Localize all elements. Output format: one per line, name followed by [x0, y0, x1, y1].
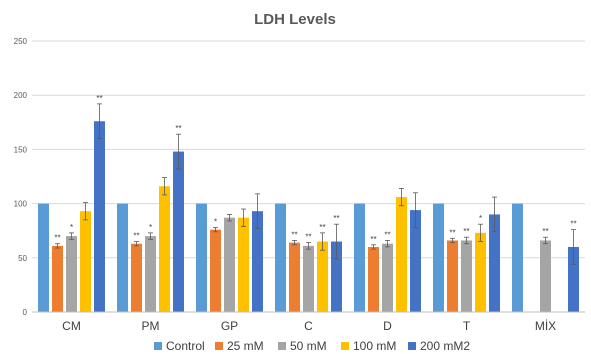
significance-marker: ** [319, 223, 325, 232]
significance-marker: ** [305, 233, 311, 242]
bar [275, 203, 286, 312]
bar [94, 121, 105, 312]
bar [317, 241, 328, 312]
bar [224, 217, 235, 312]
bar [159, 186, 170, 312]
legend-swatch [341, 342, 349, 350]
bar [80, 211, 91, 312]
bar [512, 203, 523, 312]
significance-marker: ** [542, 227, 548, 236]
bar [173, 151, 184, 312]
gridlines [32, 40, 585, 259]
bar [475, 232, 486, 312]
x-tick-label: GP [221, 319, 238, 333]
significance-marker: * [149, 223, 152, 232]
x-tick-label: T [463, 319, 471, 333]
x-tick-label: C [304, 319, 313, 333]
bar [354, 203, 365, 312]
bar [447, 240, 458, 312]
bar [238, 217, 249, 312]
legend-swatch [278, 342, 286, 350]
bar [210, 229, 221, 312]
legend-label: 50 mM [290, 339, 327, 353]
x-tick-label: CM [62, 319, 81, 333]
axes: 0 50 100 150 200 250 CM PM GP C D T MİX [14, 37, 585, 333]
bar [196, 203, 207, 312]
y-tick-label: 250 [14, 37, 28, 46]
significance-marker: * [479, 214, 482, 223]
legend-label: 100 mM [353, 339, 396, 353]
chart-title: LDH Levels [254, 11, 336, 28]
bar [489, 214, 500, 312]
significance-marker: ** [333, 214, 339, 223]
x-tick-label: D [383, 319, 392, 333]
legend-swatch [215, 342, 223, 350]
significance-marker: ** [449, 228, 455, 237]
bar [66, 236, 77, 312]
legend-swatch [408, 342, 416, 350]
bar [252, 211, 263, 312]
legend-label: 25 mM [227, 339, 264, 353]
significance-marker: * [214, 217, 217, 226]
significance-marker: ** [54, 234, 60, 243]
bar [331, 241, 342, 312]
bar [433, 203, 444, 312]
x-tick-label: PM [142, 319, 160, 333]
legend-label: Control [166, 339, 205, 353]
bar [568, 246, 579, 312]
y-tick-label: 200 [14, 91, 28, 100]
significance-marker: ** [291, 230, 297, 239]
bar [38, 203, 49, 312]
bar [461, 240, 472, 312]
bar [52, 245, 63, 312]
significance-marker: ** [133, 232, 139, 241]
legend: Control 25 mM 50 mM 100 mM 200 mM2 [154, 339, 470, 353]
bar [396, 197, 407, 312]
bar [368, 246, 379, 312]
legend-swatch [154, 342, 162, 350]
legend-label: 200 mM2 [420, 339, 470, 353]
bar [303, 245, 314, 312]
significance-marker: ** [384, 230, 390, 239]
y-tick-label: 150 [14, 145, 28, 154]
bar [145, 236, 156, 312]
significance-marker: ** [570, 220, 576, 229]
x-tick-label: MİX [535, 319, 556, 333]
y-tick-label: 50 [18, 254, 27, 263]
bar [410, 210, 421, 312]
y-tick-label: 100 [14, 200, 28, 209]
bar [117, 203, 128, 312]
y-tick-label: 0 [23, 308, 28, 317]
bar [289, 242, 300, 312]
bar [131, 243, 142, 312]
significance-marker: ** [463, 227, 469, 236]
significance-marker: * [70, 223, 73, 232]
bar [540, 240, 551, 312]
significance-marker: ** [175, 124, 181, 133]
bars: ************* ******** ** ** ******* [38, 94, 579, 312]
bar [382, 243, 393, 312]
significance-marker: ** [96, 94, 102, 103]
significance-marker: ** [370, 235, 376, 244]
